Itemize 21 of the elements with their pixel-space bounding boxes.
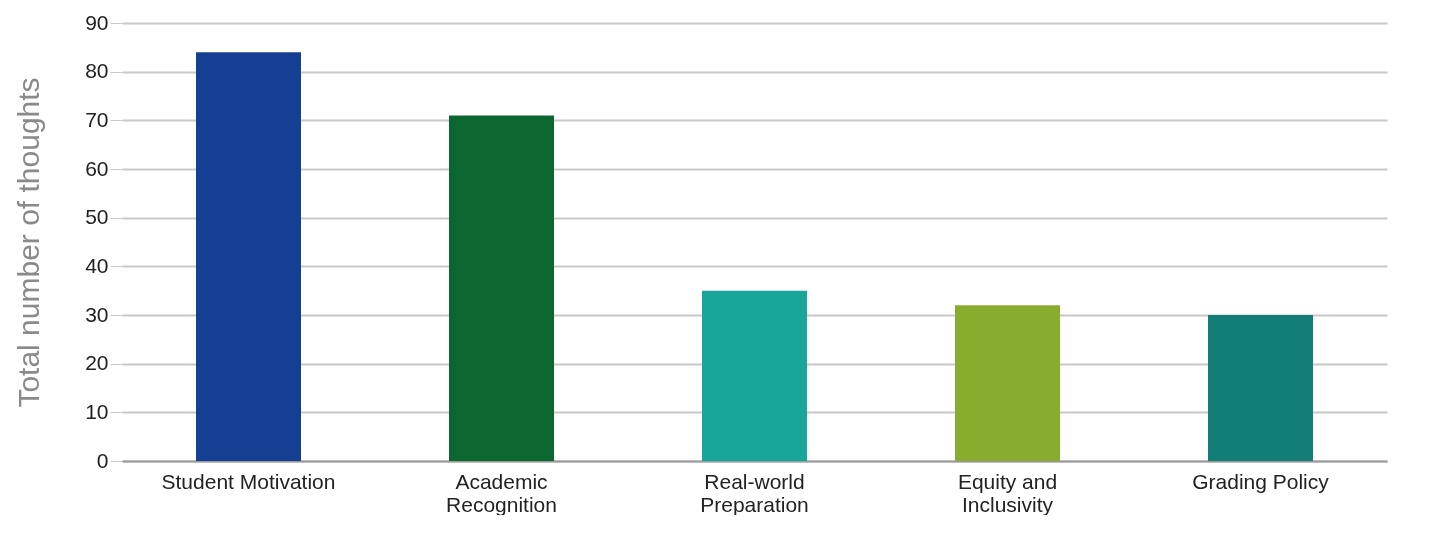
y-tick-label: 80 [85, 59, 109, 83]
bar [196, 52, 301, 461]
x-tick-label: Real-world Preparation [700, 469, 809, 516]
y-tick-label: 90 [85, 10, 109, 34]
bar [955, 305, 1060, 461]
bar [449, 115, 554, 461]
y-axis-title: Total number of thoughts [12, 77, 46, 408]
x-tick-label: Equity and Inclusivity [957, 469, 1058, 516]
y-tick-label: 60 [85, 156, 109, 180]
y-tick-label: 40 [85, 253, 109, 277]
x-tick-label: Grading Policy [1192, 469, 1330, 493]
bar [1208, 315, 1313, 461]
y-tick-label: 70 [85, 107, 109, 131]
x-tick-label: Student Motivation [161, 469, 336, 493]
y-tick-label: 20 [85, 351, 109, 375]
y-tick-label: 10 [85, 399, 109, 423]
y-tick-label: 0 [96, 448, 109, 472]
bar [702, 290, 807, 461]
y-tick-label: 50 [85, 205, 109, 229]
y-tick-label: 30 [85, 302, 109, 326]
x-tick-label: Academic Recognition [446, 469, 557, 516]
